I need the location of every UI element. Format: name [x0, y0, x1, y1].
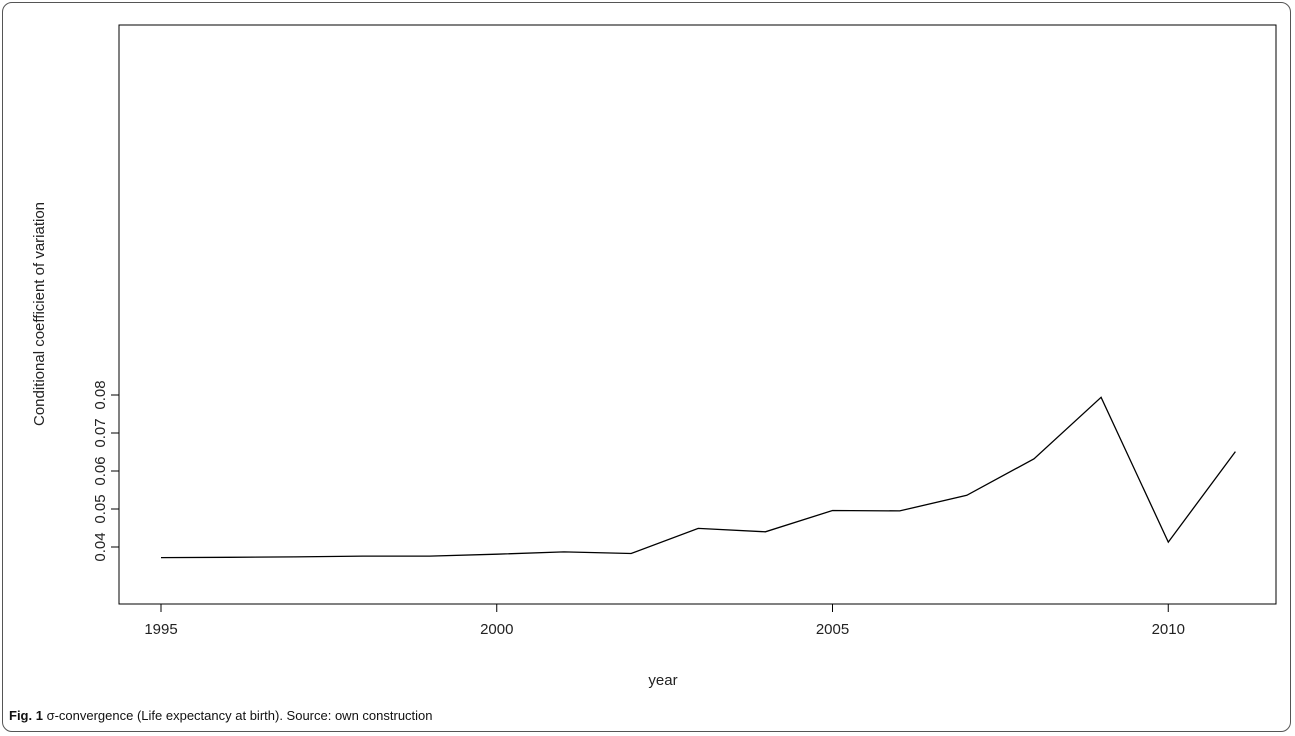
caption-text: σ-convergence (Life expectancy at birth)…	[42, 708, 433, 723]
x-tick-label: 2000	[480, 621, 513, 638]
x-axis: 1995 2000 2005 2010	[144, 604, 1185, 638]
y-axis-title: Conditional coefficient of variation	[31, 202, 48, 426]
y-tick-label: 0.04	[92, 532, 109, 561]
y-tick-label: 0.06	[92, 456, 109, 485]
caption-label: Fig. 1	[9, 708, 43, 723]
x-tick-label: 2010	[1152, 621, 1185, 638]
figure-caption: Fig. 1 σ-convergence (Life expectancy at…	[9, 708, 433, 723]
series-line	[160, 396, 1236, 559]
x-tick-label: 2005	[816, 621, 849, 638]
y-axis: 0.04 0.05 0.06 0.07 0.08	[92, 380, 119, 562]
x-tick-label: 1995	[144, 621, 177, 638]
y-tick-label: 0.05	[92, 494, 109, 523]
y-tick-label: 0.07	[92, 418, 109, 447]
x-axis-title: year	[648, 672, 677, 689]
y-tick-label: 0.08	[92, 380, 109, 409]
plot-area-border	[118, 24, 1277, 605]
